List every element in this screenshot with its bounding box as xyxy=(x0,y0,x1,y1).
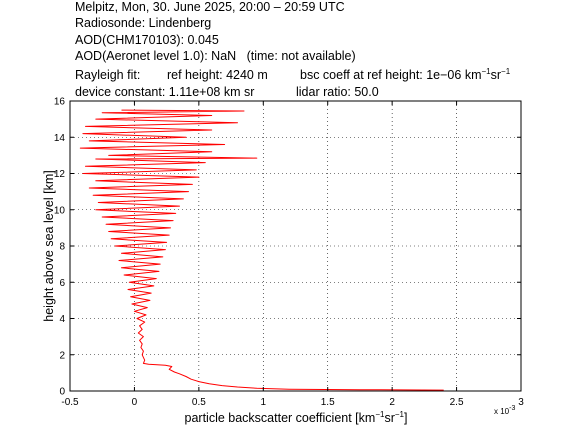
y-tick-label: 14 xyxy=(54,133,66,144)
series-layer xyxy=(79,109,444,391)
x-axis-label: particle backscatter coefficient [km−1sr… xyxy=(185,410,408,425)
grid xyxy=(70,101,521,391)
y-tick-label: 4 xyxy=(59,314,65,325)
y-tick-label: 8 xyxy=(59,242,65,253)
backscatter-series-line xyxy=(79,109,444,391)
header-radiosonde: Radiosonde: Lindenberg xyxy=(75,16,212,30)
y-tick-label: 16 xyxy=(54,97,66,108)
y-tick-label: 2 xyxy=(59,350,65,361)
x-tick-label: 0 xyxy=(132,397,138,408)
y-tick-label: 6 xyxy=(59,278,65,289)
x-tick-label: -0.5 xyxy=(61,397,79,408)
y-tick-label: 0 xyxy=(59,387,65,398)
y-axis-label: height above sea level [km] xyxy=(42,170,56,321)
ref-height: ref height: 4240 m xyxy=(167,68,268,82)
x-tick-label: 2.5 xyxy=(450,397,464,408)
bsc-sup-2: −1 xyxy=(501,67,511,76)
header-rayleigh-line: Rayleigh fit: ref height: 4240 m bsc coe… xyxy=(75,68,510,128)
header-aod-aeronet: AOD(Aeronet level 1.0): NaN (time: not a… xyxy=(75,49,356,63)
lidar-ratio: lidar ratio: 50.0 xyxy=(296,85,379,99)
header-device-line: device constant: 1.11e+08 km sr lidar ra… xyxy=(75,85,379,130)
device-constant: device constant: 1.11e+08 km sr xyxy=(75,85,255,99)
axes-frame xyxy=(69,100,522,392)
x-tick-label: 1.5 xyxy=(321,397,335,408)
x-tick-label: 1 xyxy=(261,397,267,408)
y-tick-label: 12 xyxy=(54,169,66,180)
x-tick-label: 2 xyxy=(389,397,395,408)
x-multiplier: x 10-3 xyxy=(494,405,515,416)
x-tick-label: 0.5 xyxy=(192,397,206,408)
bsc-sr: sr xyxy=(490,68,502,82)
bsc-sup-1: −1 xyxy=(481,67,491,76)
x-tick-label: 3 xyxy=(518,397,524,408)
rayleigh-label: Rayleigh fit: xyxy=(75,68,141,82)
header-aod-chm: AOD(CHM170103): 0.045 xyxy=(75,33,219,47)
bsc-coeff: bsc coeff at ref height: 1e−06 km−1sr−1 xyxy=(300,68,510,83)
header-title: Melpitz, Mon, 30. June 2025, 20:00 – 20:… xyxy=(75,0,345,14)
bsc-coeff-prefix: bsc coeff at ref height: 1e−06 km xyxy=(300,68,482,82)
y-tick-label: 10 xyxy=(54,205,66,216)
